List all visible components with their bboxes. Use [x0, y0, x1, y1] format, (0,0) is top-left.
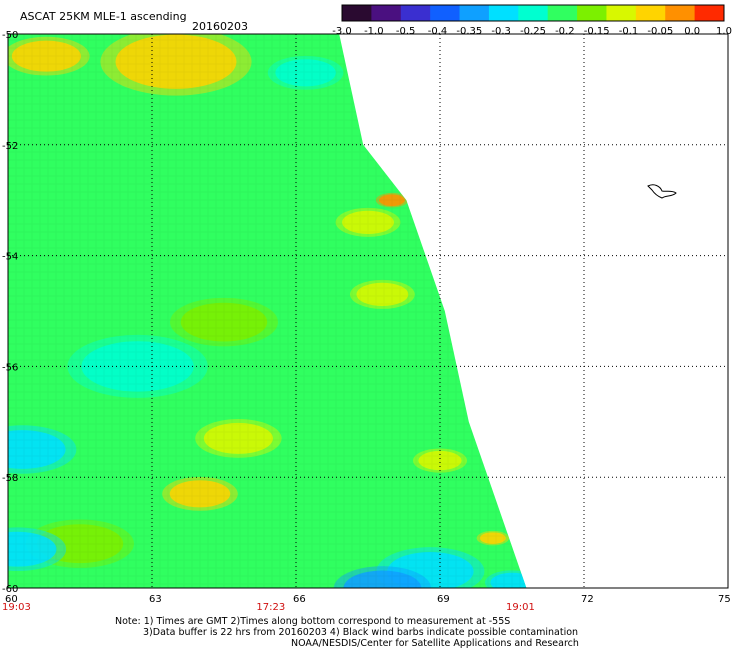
x-tick-label: 66 — [293, 594, 306, 605]
y-tick-label: -58 — [2, 473, 18, 484]
colorbar-label: -0.4 — [428, 26, 448, 37]
colorbar-swatch — [430, 5, 461, 21]
y-tick-label: -54 — [2, 252, 18, 263]
colorbar-swatch — [547, 5, 578, 21]
colorbar — [341, 4, 725, 22]
plot-area: 60 63 66 69 72 75 -50 -52 -54 -56 -58 -60 19:03 17:23… — [2, 30, 731, 613]
x-tick-label: 69 — [437, 594, 450, 605]
colorbar-label: -0.1 — [619, 26, 639, 37]
colorbar-swatch — [518, 5, 549, 21]
footer-note-3: NOAA/NESDIS/Center for Satellite Applica… — [291, 638, 579, 649]
y-tick-label: -52 — [2, 141, 18, 152]
footer-note-2: 3)Data buffer is 22 hrs from 20160203 4)… — [143, 627, 578, 638]
colorbar-swatch — [606, 5, 637, 21]
colorbar-swatch — [665, 5, 696, 21]
chart-title: ASCAT 25KM MLE-1 ascending — [20, 10, 187, 23]
x-tick-label: 63 — [149, 594, 162, 605]
colorbar-labels: -3.0 -1.0 -0.5 -0.4 -0.35 -0.3 -0.25 -0.2 -0.15-… — [332, 26, 732, 37]
y-tick-label: -50 — [2, 30, 18, 41]
axis-labels: 60 63 66 69 72 75 -50 -52 -54 -56 -58 -60 19:03 17:23… — [2, 30, 731, 613]
colorbar-swatch — [694, 5, 725, 21]
island-outline — [647, 184, 677, 199]
colorbar-label: -0.05 — [647, 26, 673, 37]
colorbar-label: -0.3 — [491, 26, 511, 37]
colorbar-label: -1.0 — [364, 26, 384, 37]
time-label: 17:23 — [256, 602, 285, 613]
colorbar-swatch — [400, 5, 431, 21]
colorbar-label: 1.0 — [716, 26, 732, 37]
time-label: 19:03 — [2, 602, 31, 613]
x-tick-label: 75 — [718, 594, 731, 605]
colorbar-swatch — [635, 5, 666, 21]
colorbar-label: 0.0 — [684, 26, 700, 37]
colorbar-swatch — [371, 5, 402, 21]
colorbar-swatch — [342, 5, 372, 21]
colorbar-swatch — [488, 5, 519, 21]
grid-lines — [8, 34, 728, 588]
footer-note-1: Note: 1) Times are GMT 2)Times along bot… — [115, 616, 510, 627]
colorbar-label: -0.5 — [396, 26, 416, 37]
colorbar-swatch — [459, 5, 490, 21]
y-tick-label: -60 — [2, 584, 18, 595]
colorbar-label: -0.35 — [456, 26, 482, 37]
y-tick-label: -56 — [2, 362, 18, 373]
colorbar-label: -0.15 — [584, 26, 610, 37]
chart-date: 20160203 — [192, 20, 248, 33]
time-label: 19:01 — [506, 602, 535, 613]
x-tick-label: 60 — [5, 594, 18, 605]
colorbar-label: -0.2 — [555, 26, 575, 37]
x-tick-label: 72 — [581, 594, 594, 605]
plot-frame — [7, 33, 729, 589]
colorbar-swatch — [577, 5, 607, 21]
colorbar-label: -0.25 — [520, 26, 546, 37]
colorbar-label: -3.0 — [332, 26, 352, 37]
